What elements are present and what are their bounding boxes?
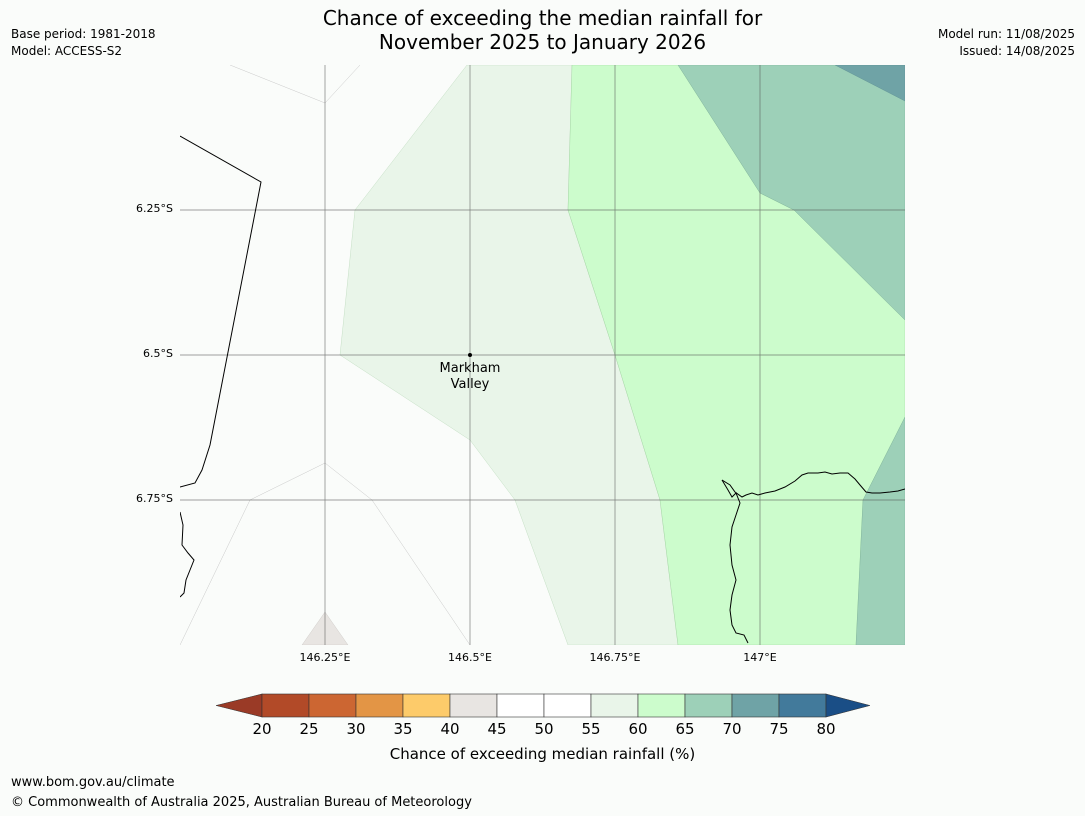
lon-tick-label: 146.75°E (589, 651, 641, 664)
province-boundary (179, 135, 262, 488)
model-run-date: Model run: 11/08/2025 (937, 27, 1075, 41)
colorbar-tick-label: 65 (675, 720, 695, 738)
colorbar-tick-label: 25 (299, 720, 319, 738)
metadata-right: Model run: 11/08/2025 Issued: 14/08/2025 (938, 26, 1075, 60)
chart-title: Chance of exceeding the median rainfall … (0, 6, 1085, 54)
lon-tick-label: 147°E (743, 651, 777, 664)
province-boundary-southwest (179, 511, 195, 598)
location-label-line-1: Markham (440, 361, 501, 376)
colorbar-swatch-35-40 (402, 693, 451, 718)
colorbar-swatch-30-35 (355, 693, 404, 718)
lat-tick-label: 6.25°S (136, 202, 173, 215)
colorbar-swatch-75-80 (778, 693, 827, 718)
colorbar-tick-label: 70 (722, 720, 742, 738)
footer-url[interactable]: www.bom.gov.au/climate (11, 775, 175, 790)
colorbar-tick-labels: 20 25 30 35 40 45 50 55 60 65 70 75 80 (0, 720, 1085, 740)
map-canvas: Markham Valley (179, 64, 906, 646)
colorbar-tick-label: 75 (769, 720, 789, 738)
lon-tick-label: 146.25°E (299, 651, 351, 664)
colorbar-tick-label: 50 (534, 720, 554, 738)
colorbar-swatch-25-30 (308, 693, 357, 718)
colorbar-tick-label: 20 (252, 720, 272, 738)
colorbar-swatch-45-50 (496, 693, 545, 718)
colorbar-graphic (215, 693, 872, 718)
colorbar-swatch-55-60 (590, 693, 639, 718)
base-period: Base period: 1981-2018 (11, 27, 156, 41)
title-line-2: November 2025 to January 2026 (378, 30, 707, 54)
colorbar-tick-label: 45 (487, 720, 507, 738)
colorbar-swatch-40-45 (449, 693, 498, 718)
location-marker (468, 353, 472, 357)
colorbar-swatch-70-75 (731, 693, 780, 718)
colorbar-label: Chance of exceeding median rainfall (%) (389, 745, 696, 763)
colorbar-tick-label: 30 (346, 720, 366, 738)
colorbar-tick-label: 55 (581, 720, 601, 738)
lat-tick-label: 6.75°S (136, 492, 173, 505)
river-line (721, 479, 749, 644)
colorbar-tick-label: 80 (816, 720, 836, 738)
colorbar-arrow-low (215, 693, 263, 718)
lon-tick-label: 146.5°E (448, 651, 492, 664)
colorbar-arrow-high (825, 693, 872, 718)
metadata-left: Base period: 1981-2018 Model: ACCESS-S2 (11, 26, 156, 60)
graticule (180, 65, 905, 645)
lat-tick-label: 6.5°S (143, 347, 173, 360)
colorbar-tick-label: 35 (393, 720, 413, 738)
forecast-map: Markham Valley (179, 64, 906, 646)
colorbar (215, 693, 872, 719)
title-line-1: Chance of exceeding the median rainfall … (322, 6, 763, 30)
model-name: Model: ACCESS-S2 (11, 44, 123, 58)
colorbar-tick-label: 60 (628, 720, 648, 738)
location-label-line-2: Valley (451, 377, 490, 392)
colorbar-swatch-20-25 (261, 693, 310, 718)
colorbar-tick-label: 40 (440, 720, 460, 738)
issued-date: Issued: 14/08/2025 (959, 44, 1075, 58)
coastline (721, 471, 906, 498)
footer-copyright: © Commonwealth of Australia 2025, Austra… (11, 795, 472, 810)
colorbar-swatch-60-65 (637, 693, 686, 718)
colorbar-swatch-50-55 (543, 693, 592, 718)
colorbar-swatch-65-70 (684, 693, 733, 718)
